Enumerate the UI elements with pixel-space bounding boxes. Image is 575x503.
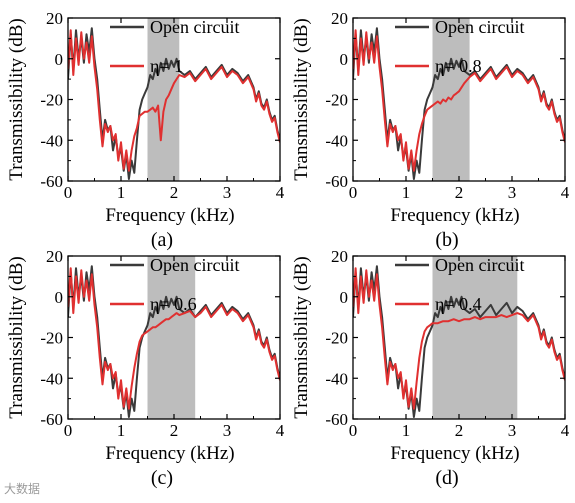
- legend-label: η= 1: [150, 56, 183, 76]
- series-line: [353, 27, 565, 180]
- series-line: [68, 265, 280, 418]
- x-axis-label: Frequency (kHz): [105, 443, 234, 464]
- y-axis-label: Transmissibility (dB): [291, 18, 312, 180]
- x-tick-label: 1: [402, 421, 411, 440]
- x-tick-label: 1: [117, 183, 126, 202]
- x-tick-label: 3: [223, 183, 232, 202]
- legend-label: η= 0.4: [435, 294, 482, 314]
- x-tick-label: 0: [349, 183, 358, 202]
- series-group: [353, 27, 565, 180]
- y-tick-label: -20: [40, 91, 63, 110]
- series-group: [68, 265, 280, 418]
- y-tick-label: 0: [55, 288, 64, 307]
- watermark: 大数据: [4, 482, 41, 496]
- chart-panel: 0 1 2 3 4 -60 -40 -20 0 20 Frequency (kHz) Transmis…: [6, 9, 285, 251]
- series-group: [68, 27, 280, 180]
- legend-label: η= 0.8: [435, 56, 482, 76]
- y-tick-label: 0: [55, 50, 64, 69]
- shaded-band: [147, 18, 180, 181]
- series-line: [353, 265, 565, 418]
- panel-label: (d): [435, 467, 458, 489]
- x-tick-label: 3: [223, 421, 232, 440]
- shaded-band: [432, 256, 518, 419]
- x-tick-label: 1: [117, 421, 126, 440]
- x-tick-label: 0: [64, 183, 73, 202]
- panel-label: (c): [151, 467, 173, 489]
- y-tick-label: -60: [40, 172, 63, 191]
- series-line: [353, 267, 565, 410]
- x-tick-label: 3: [508, 421, 517, 440]
- x-tick-label: 4: [561, 183, 570, 202]
- x-tick-label: 0: [64, 421, 73, 440]
- legend-label: Open circuit: [150, 17, 239, 37]
- y-tick-label: 0: [340, 288, 349, 307]
- chart-panel: 0 1 2 3 4 -60 -40 -20 0 20 Frequency (kHz) Transmis…: [291, 9, 570, 251]
- y-tick-label: 20: [331, 9, 348, 28]
- y-tick-label: 20: [46, 247, 63, 266]
- legend-label: η= 0.6: [150, 294, 197, 314]
- x-tick-label: 4: [561, 421, 570, 440]
- x-axis-label: Frequency (kHz): [390, 443, 519, 464]
- series-line: [353, 29, 565, 172]
- y-tick-label: -60: [325, 172, 348, 191]
- x-tick-label: 4: [276, 421, 285, 440]
- x-tick-label: 0: [349, 421, 358, 440]
- y-axis-label: Transmissibility (dB): [291, 256, 312, 418]
- x-tick-label: 3: [508, 183, 517, 202]
- y-tick-label: -40: [40, 369, 63, 388]
- y-axis-label: Transmissibility (dB): [6, 18, 27, 180]
- y-tick-label: 0: [340, 50, 349, 69]
- legend-label: Open circuit: [435, 255, 524, 275]
- chart-panel: 0 1 2 3 4 -60 -40 -20 0 20 Frequency (kHz) Transmis…: [6, 247, 285, 489]
- x-tick-label: 1: [402, 183, 411, 202]
- y-tick-label: 20: [331, 247, 348, 266]
- legend-label: Open circuit: [435, 17, 524, 37]
- y-tick-label: -20: [325, 91, 348, 110]
- x-tick-label: 2: [455, 183, 464, 202]
- y-axis-label: Transmissibility (dB): [6, 256, 27, 418]
- y-tick-label: -60: [40, 410, 63, 429]
- y-tick-label: -20: [325, 329, 348, 348]
- series-group: [353, 265, 565, 418]
- x-axis-label: Frequency (kHz): [390, 205, 519, 226]
- x-tick-label: 2: [455, 421, 464, 440]
- x-tick-label: 2: [170, 421, 179, 440]
- y-tick-label: 20: [46, 9, 63, 28]
- x-tick-label: 4: [276, 183, 285, 202]
- series-line: [68, 267, 280, 410]
- y-tick-label: -40: [325, 131, 348, 150]
- y-tick-label: -60: [325, 410, 348, 429]
- series-line: [68, 27, 280, 180]
- series-line: [68, 29, 280, 172]
- x-tick-label: 2: [170, 183, 179, 202]
- y-tick-label: -40: [325, 369, 348, 388]
- x-axis-label: Frequency (kHz): [105, 205, 234, 226]
- legend-label: Open circuit: [150, 255, 239, 275]
- y-tick-label: -40: [40, 131, 63, 150]
- shaded-band: [147, 256, 196, 419]
- panel-label: (b): [435, 229, 458, 251]
- chart-panel: 0 1 2 3 4 -60 -40 -20 0 20 Frequency (kHz) Transmis…: [291, 247, 570, 489]
- y-tick-label: -20: [40, 329, 63, 348]
- panel-label: (a): [151, 229, 173, 251]
